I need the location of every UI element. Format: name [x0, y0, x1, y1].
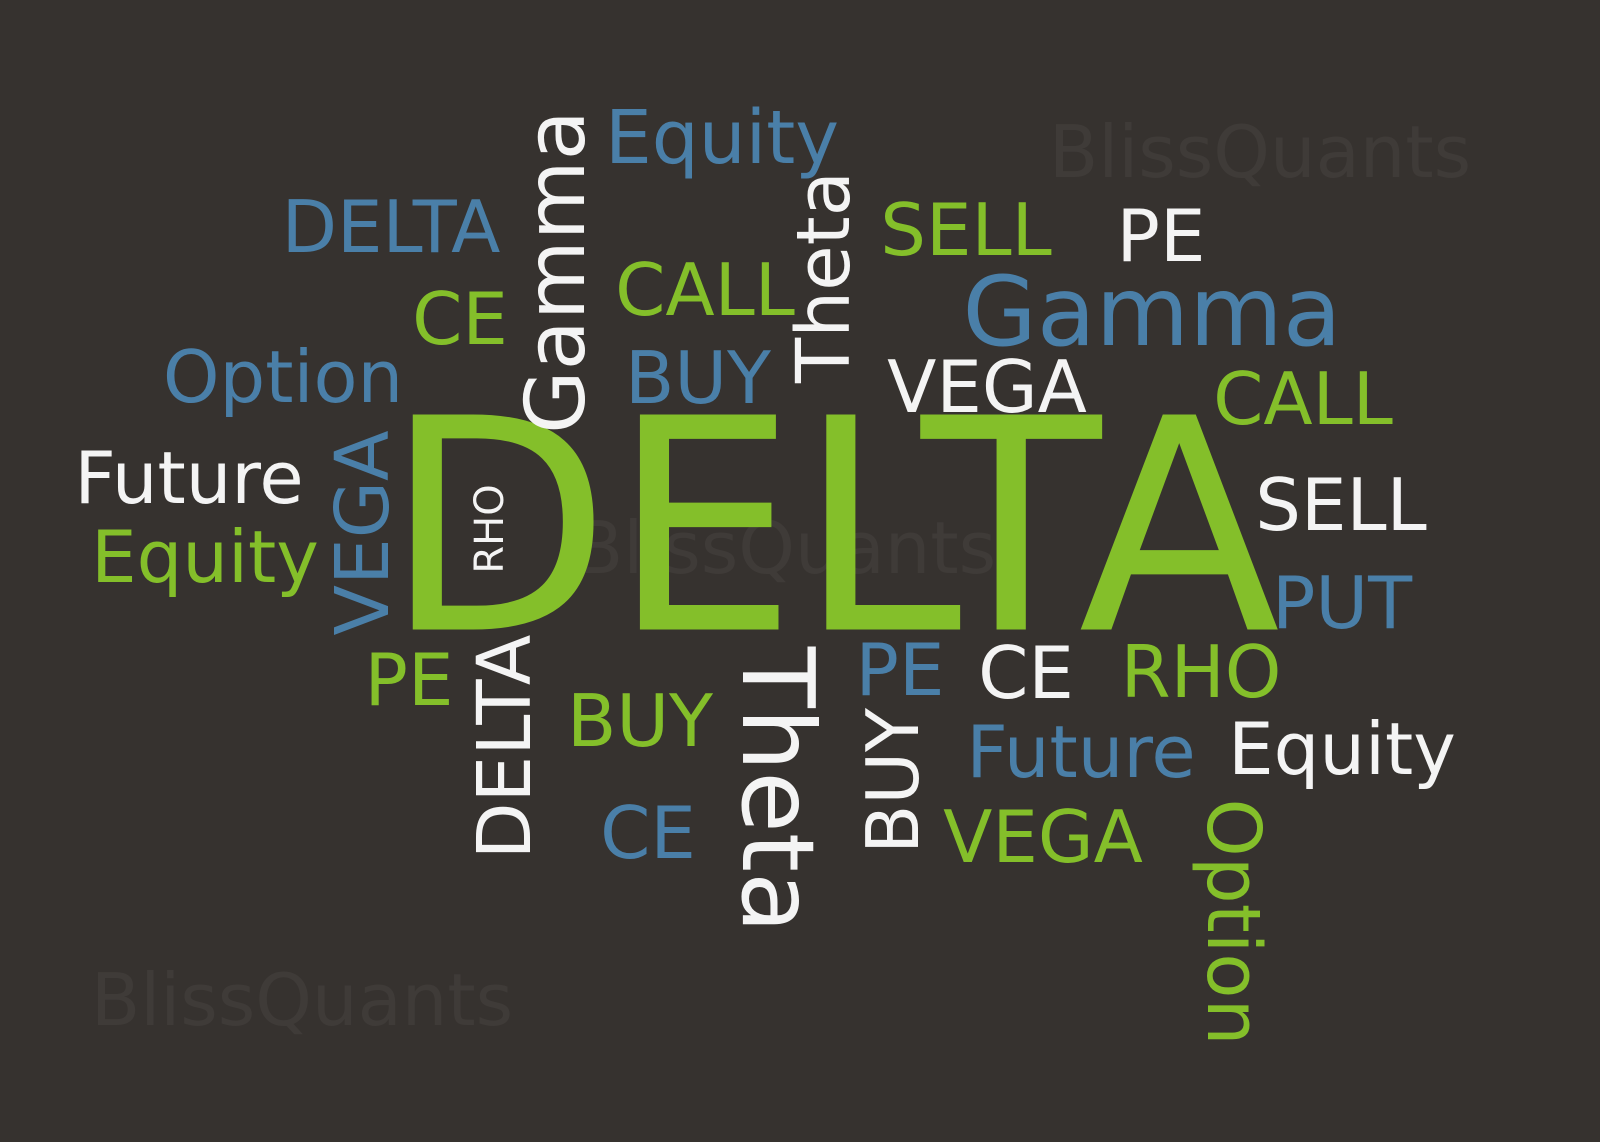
word-option-left: Option [162, 335, 404, 419]
word-vega-bottom: VEGA [943, 795, 1143, 879]
word-pe-center: PE [855, 628, 945, 712]
word-equity-top: Equity [605, 95, 839, 181]
word-vega-top: VEGA [887, 345, 1087, 429]
word-gamma-right: Gamma [962, 256, 1342, 368]
word-put: PUT [1271, 561, 1413, 645]
word-gamma-vertical: Gamma [509, 110, 604, 434]
word-equity-right: Equity [1228, 707, 1456, 791]
word-ce-left: CE [412, 277, 508, 361]
watermark-bottom-left: BlissQuants [90, 958, 514, 1042]
word-option-vertical: Option [1190, 798, 1276, 1046]
word-equity-left: Equity [91, 515, 319, 599]
word-delta-main: DELTA [383, 355, 1281, 700]
word-theta-inverted: Theta [719, 646, 836, 934]
word-future-left: Future [74, 436, 304, 520]
word-rho-vertical: RHO [467, 484, 513, 574]
word-ce-center: CE [978, 631, 1074, 715]
word-future-right: Future [966, 710, 1196, 794]
word-pe-top: PE [1116, 194, 1206, 278]
word-buy-vertical: BUY [851, 707, 935, 855]
word-rho-right: RHO [1120, 630, 1282, 714]
word-sell-top: SELL [880, 188, 1052, 272]
word-delta-vertical: DELTA [462, 634, 548, 860]
word-sell-right: SELL [1255, 463, 1427, 547]
word-vega-vertical: VEGA [320, 430, 406, 636]
word-buy-center: BUY [566, 679, 714, 763]
word-theta-vertical: Theta [781, 171, 867, 383]
word-call-center: CALL [615, 248, 795, 332]
word-ce-bottom: CE [600, 791, 696, 875]
watermark-top-right: BlissQuants [1048, 110, 1472, 194]
word-buy-top: BUY [624, 336, 772, 420]
word-call-right: CALL [1213, 357, 1393, 441]
word-delta-small: DELTA [281, 185, 501, 269]
word-pe-left: PE [364, 638, 454, 722]
